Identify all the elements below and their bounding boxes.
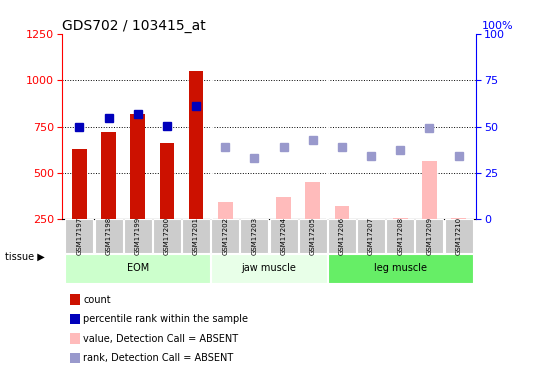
Bar [335, 206, 349, 219]
Text: GSM17206: GSM17206 [339, 217, 345, 255]
Bar [328, 219, 356, 252]
Text: GSM17203: GSM17203 [251, 217, 257, 255]
Bar [444, 219, 472, 252]
Bar [153, 219, 181, 252]
Text: jaw muscle: jaw muscle [242, 264, 296, 273]
Bar [72, 149, 87, 219]
Text: GSM17205: GSM17205 [310, 217, 316, 255]
Bar [211, 219, 239, 252]
Bar [270, 219, 298, 252]
Text: GSM17204: GSM17204 [281, 217, 287, 255]
Bar [182, 219, 210, 252]
Bar [240, 219, 268, 252]
Bar [66, 219, 94, 252]
Text: GSM17198: GSM17198 [105, 217, 111, 255]
Bar [328, 254, 472, 283]
Text: leg muscle: leg muscle [374, 264, 427, 273]
Text: GSM17200: GSM17200 [164, 217, 170, 255]
Text: GSM17209: GSM17209 [427, 217, 433, 255]
Bar [306, 182, 320, 219]
Bar [95, 219, 123, 252]
Text: percentile rank within the sample: percentile rank within the sample [83, 315, 249, 324]
Text: rank, Detection Call = ABSENT: rank, Detection Call = ABSENT [83, 354, 233, 363]
Text: GSM17208: GSM17208 [397, 217, 404, 255]
Bar [386, 219, 414, 252]
Bar [357, 219, 385, 252]
Bar [415, 219, 443, 252]
Text: EOM: EOM [126, 264, 149, 273]
Text: GSM17201: GSM17201 [193, 217, 199, 255]
Text: count: count [83, 295, 111, 305]
Text: GSM17199: GSM17199 [134, 217, 141, 255]
Bar [218, 202, 232, 219]
Text: GSM17207: GSM17207 [368, 217, 374, 255]
Text: GDS702 / 103415_at: GDS702 / 103415_at [62, 19, 206, 33]
Bar [277, 197, 291, 219]
Text: GSM17210: GSM17210 [456, 217, 462, 255]
Bar [101, 132, 116, 219]
Text: GSM17202: GSM17202 [222, 217, 228, 255]
Bar [160, 143, 174, 219]
Text: tissue ▶: tissue ▶ [5, 252, 45, 262]
Bar [299, 219, 327, 252]
Text: GSM17197: GSM17197 [76, 217, 82, 255]
Bar [189, 71, 203, 219]
Bar [124, 219, 152, 252]
Bar [211, 254, 327, 283]
Text: value, Detection Call = ABSENT: value, Detection Call = ABSENT [83, 334, 238, 344]
Bar [66, 254, 210, 283]
Bar [422, 161, 437, 219]
Bar [130, 114, 145, 219]
Text: 100%: 100% [482, 21, 513, 31]
